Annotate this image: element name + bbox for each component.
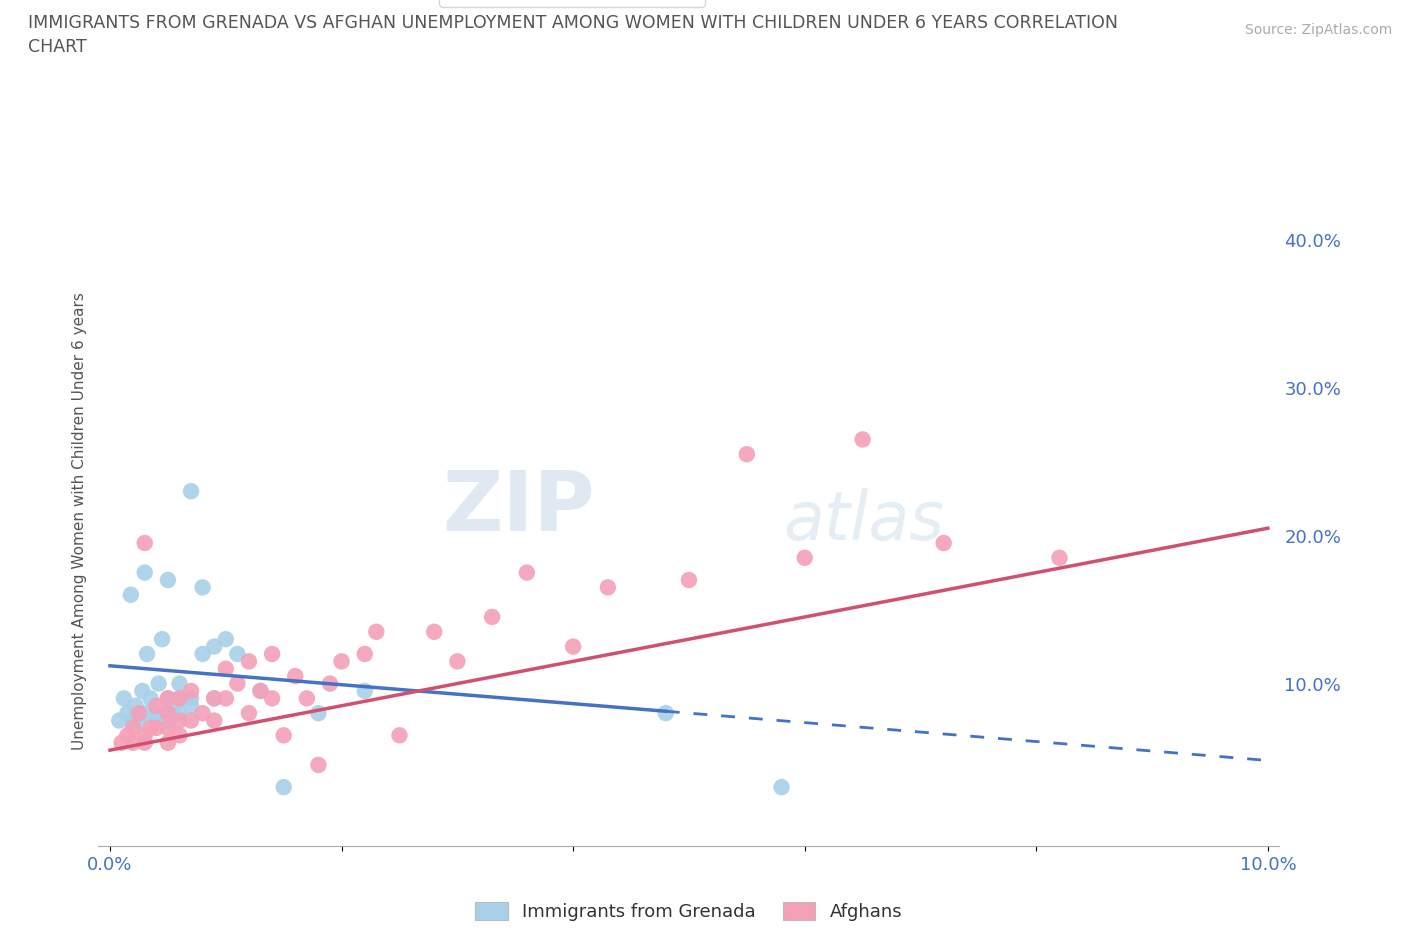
Point	[319, 676, 342, 691]
Point	[191, 646, 214, 661]
Text: Source: ZipAtlas.com: Source: ZipAtlas.com	[1244, 23, 1392, 37]
Point	[191, 580, 214, 595]
Point	[156, 706, 179, 721]
Point	[169, 691, 191, 706]
Point	[156, 721, 179, 736]
Point	[215, 691, 238, 706]
Point	[117, 706, 139, 721]
Point	[295, 691, 318, 706]
Text: ZIP: ZIP	[441, 467, 595, 549]
Point	[238, 706, 260, 721]
Point	[145, 706, 167, 721]
Point	[191, 706, 214, 721]
Point	[446, 654, 468, 669]
Point	[215, 631, 238, 646]
Point	[156, 573, 179, 588]
Legend: Immigrants from Grenada, Afghans: Immigrants from Grenada, Afghans	[468, 895, 910, 928]
Point	[562, 639, 585, 654]
Point	[262, 691, 284, 706]
Point	[145, 698, 167, 713]
Point	[770, 779, 793, 794]
Point	[156, 691, 179, 706]
Y-axis label: Unemployment Among Women with Children Under 6 years: Unemployment Among Women with Children U…	[72, 292, 87, 750]
Point	[793, 551, 815, 565]
Point	[128, 713, 150, 728]
Point	[238, 654, 260, 669]
Point	[735, 446, 758, 461]
Point	[122, 736, 145, 751]
Point	[273, 779, 295, 794]
Point	[145, 713, 167, 728]
Point	[136, 646, 159, 661]
Point	[353, 684, 375, 698]
Point	[226, 646, 249, 661]
Point	[215, 661, 238, 676]
Point	[156, 736, 179, 751]
Point	[117, 728, 139, 743]
Point	[122, 713, 145, 728]
Point	[273, 728, 295, 743]
Point	[110, 736, 132, 751]
Point	[120, 588, 142, 603]
Point	[249, 684, 271, 698]
Point	[655, 706, 678, 721]
Point	[180, 713, 202, 728]
Point	[516, 565, 538, 580]
Point	[134, 728, 156, 743]
Point	[150, 631, 173, 646]
Point	[124, 698, 146, 713]
Point	[148, 676, 170, 691]
Point	[169, 676, 191, 691]
Point	[169, 706, 191, 721]
Point	[596, 580, 619, 595]
Point	[122, 721, 145, 736]
Point	[226, 676, 249, 691]
Point	[139, 721, 162, 736]
Point	[481, 609, 503, 624]
Point	[156, 706, 179, 721]
Point	[169, 728, 191, 743]
Point	[307, 706, 329, 721]
Point	[108, 713, 131, 728]
Point	[932, 536, 955, 551]
Point	[353, 646, 375, 661]
Point	[307, 757, 329, 772]
Point	[134, 706, 156, 721]
Point	[284, 669, 307, 684]
Point	[852, 432, 875, 447]
Point	[202, 691, 225, 706]
Point	[678, 573, 700, 588]
Point	[180, 698, 202, 713]
Point	[1049, 551, 1071, 565]
Point	[112, 691, 135, 706]
Point	[169, 713, 191, 728]
Point	[156, 691, 179, 706]
Point	[180, 484, 202, 498]
Point	[262, 646, 284, 661]
Point	[202, 713, 225, 728]
Point	[180, 684, 202, 698]
Point	[128, 706, 150, 721]
Point	[202, 639, 225, 654]
Point	[134, 736, 156, 751]
Point	[388, 728, 411, 743]
Text: IMMIGRANTS FROM GRENADA VS AFGHAN UNEMPLOYMENT AMONG WOMEN WITH CHILDREN UNDER 6: IMMIGRANTS FROM GRENADA VS AFGHAN UNEMPL…	[28, 14, 1118, 56]
Point	[131, 684, 153, 698]
Point	[180, 691, 202, 706]
Point	[156, 713, 179, 728]
Point	[366, 624, 388, 639]
Point	[249, 684, 271, 698]
Point	[139, 691, 162, 706]
Point	[202, 691, 225, 706]
Point	[145, 721, 167, 736]
Point	[134, 536, 156, 551]
Point	[163, 698, 186, 713]
Point	[330, 654, 353, 669]
Point	[169, 691, 191, 706]
Text: atlas: atlas	[783, 488, 945, 553]
Point	[134, 565, 156, 580]
Point	[423, 624, 446, 639]
